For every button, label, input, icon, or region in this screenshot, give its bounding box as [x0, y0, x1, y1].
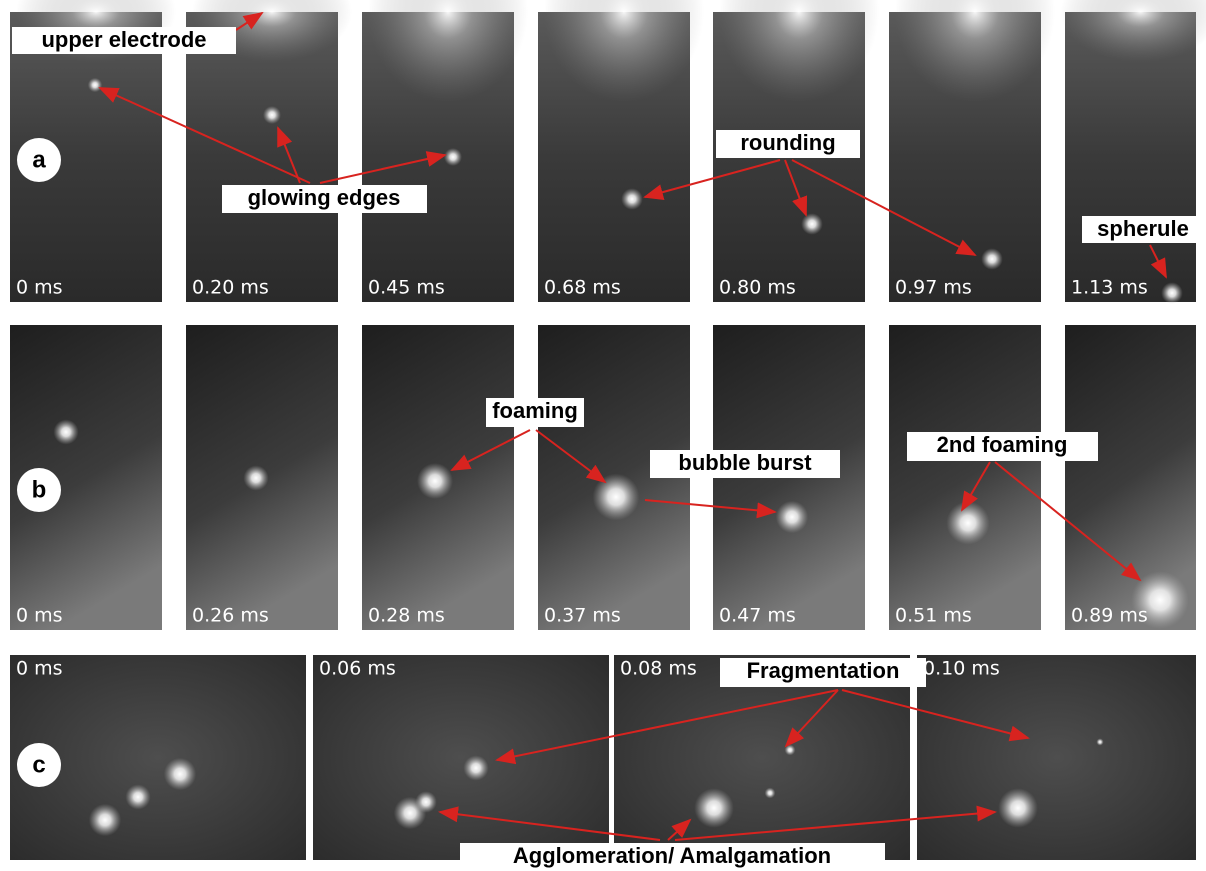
particle — [981, 248, 1003, 270]
time-label: 1.13 ms — [1071, 277, 1148, 299]
annotation: bubble burst — [678, 450, 812, 475]
time-label: 0.28 ms — [368, 605, 445, 627]
particle — [463, 755, 488, 780]
time-label: 0.08 ms — [620, 658, 697, 680]
particle — [785, 745, 796, 756]
particle — [694, 788, 734, 828]
time-label: 0 ms — [16, 277, 63, 299]
particle — [125, 784, 150, 809]
row-label: c — [32, 751, 45, 778]
particle — [263, 106, 281, 124]
time-label: 0.97 ms — [895, 277, 972, 299]
particle — [88, 78, 102, 92]
particle — [776, 501, 808, 533]
frame — [917, 655, 1196, 860]
annotation: foaming — [492, 398, 578, 423]
time-label: 0 ms — [16, 658, 63, 680]
annotation: Fragmentation — [747, 658, 900, 683]
particle — [417, 463, 453, 499]
particle — [621, 188, 643, 210]
time-label: 0.51 ms — [895, 605, 972, 627]
frame — [313, 655, 609, 860]
time-label: 0.06 ms — [319, 658, 396, 680]
time-label: 0.10 ms — [923, 658, 1000, 680]
particle — [444, 148, 462, 166]
annotation: spherule — [1097, 216, 1189, 241]
annotation: upper electrode — [41, 27, 206, 52]
time-label: 0.68 ms — [544, 277, 621, 299]
particle — [765, 788, 776, 799]
time-label: 0.80 ms — [719, 277, 796, 299]
particle — [946, 501, 989, 544]
time-label: 0.45 ms — [368, 277, 445, 299]
annotation: glowing edges — [248, 185, 401, 210]
row-label: a — [32, 146, 46, 173]
time-label: 0.37 ms — [544, 605, 621, 627]
particle — [53, 419, 78, 444]
particle — [415, 791, 437, 813]
particle — [243, 465, 268, 490]
particle — [1096, 738, 1103, 745]
time-label: 0.47 ms — [719, 605, 796, 627]
annotation: 2nd foaming — [937, 432, 1068, 457]
frame — [889, 325, 1041, 630]
time-label: 0.20 ms — [192, 277, 269, 299]
time-label: 0.89 ms — [1071, 605, 1148, 627]
particle — [801, 213, 823, 235]
particle — [593, 474, 640, 521]
annotation: Agglomeration/ Amalgamation — [513, 843, 831, 868]
particle — [1161, 282, 1183, 304]
particle — [89, 804, 121, 836]
annotation: rounding — [740, 130, 835, 155]
particle — [164, 758, 196, 790]
time-label: 0 ms — [16, 605, 63, 627]
row-label: b — [32, 476, 47, 503]
time-label: 0.26 ms — [192, 605, 269, 627]
figure: 0 ms 0.20 ms 0.45 ms 0.68 ms 0.80 ms 0.97 ms 1… — [0, 0, 1206, 871]
particle — [998, 788, 1038, 828]
